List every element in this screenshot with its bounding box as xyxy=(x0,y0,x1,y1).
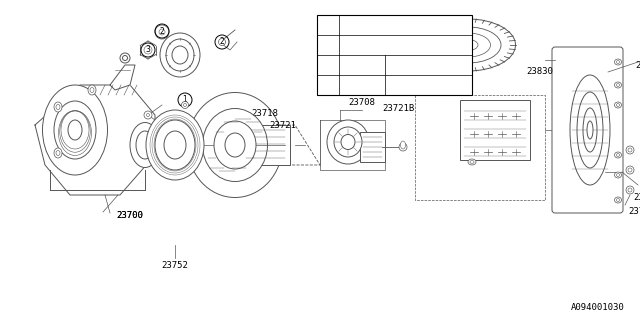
Ellipse shape xyxy=(334,127,362,157)
Text: 23727: 23727 xyxy=(633,194,640,203)
Ellipse shape xyxy=(188,92,282,197)
Text: 23759A*B: 23759A*B xyxy=(342,41,387,50)
Ellipse shape xyxy=(445,33,490,57)
Ellipse shape xyxy=(399,143,407,151)
Ellipse shape xyxy=(420,19,515,71)
Text: 23727: 23727 xyxy=(635,60,640,69)
Text: 1: 1 xyxy=(326,20,330,29)
Text: (: ( xyxy=(388,60,392,69)
Ellipse shape xyxy=(614,82,621,88)
Ellipse shape xyxy=(54,101,96,159)
Text: 23700: 23700 xyxy=(116,212,143,220)
Text: 2: 2 xyxy=(220,37,225,46)
Ellipse shape xyxy=(614,102,621,108)
Ellipse shape xyxy=(458,39,478,51)
Polygon shape xyxy=(35,85,155,195)
Ellipse shape xyxy=(164,131,186,159)
Ellipse shape xyxy=(626,146,634,154)
Ellipse shape xyxy=(577,92,603,168)
Ellipse shape xyxy=(155,25,169,39)
Text: 23815: 23815 xyxy=(558,125,585,134)
Text: 23708: 23708 xyxy=(349,98,376,107)
Text: 23745: 23745 xyxy=(342,81,371,90)
Text: 2: 2 xyxy=(159,123,164,132)
Ellipse shape xyxy=(182,101,189,108)
Text: 23797: 23797 xyxy=(628,207,640,217)
Ellipse shape xyxy=(88,85,96,95)
Polygon shape xyxy=(110,65,135,90)
FancyBboxPatch shape xyxy=(240,125,290,165)
Text: 23759A*A: 23759A*A xyxy=(342,20,387,29)
Text: 23700: 23700 xyxy=(116,211,143,220)
Text: 23712: 23712 xyxy=(431,23,458,33)
Ellipse shape xyxy=(341,134,355,149)
Ellipse shape xyxy=(468,159,476,165)
Text: A094001030: A094001030 xyxy=(572,303,625,312)
Ellipse shape xyxy=(155,120,195,170)
Text: 2: 2 xyxy=(326,41,330,50)
Ellipse shape xyxy=(614,59,621,65)
Ellipse shape xyxy=(144,111,152,119)
Ellipse shape xyxy=(614,152,621,158)
Ellipse shape xyxy=(587,121,593,139)
FancyBboxPatch shape xyxy=(317,15,472,95)
Ellipse shape xyxy=(626,186,634,194)
FancyBboxPatch shape xyxy=(460,100,530,160)
Ellipse shape xyxy=(570,75,610,185)
FancyBboxPatch shape xyxy=(360,132,385,162)
Ellipse shape xyxy=(54,102,62,112)
Ellipse shape xyxy=(614,197,621,203)
Text: -9307: -9307 xyxy=(437,60,463,69)
Ellipse shape xyxy=(202,108,268,181)
Text: 23718: 23718 xyxy=(252,108,278,117)
Ellipse shape xyxy=(166,39,194,71)
Ellipse shape xyxy=(130,123,160,167)
Ellipse shape xyxy=(54,148,62,158)
Ellipse shape xyxy=(225,133,245,157)
Text: 23721B: 23721B xyxy=(382,104,414,113)
Ellipse shape xyxy=(626,166,634,174)
Ellipse shape xyxy=(401,141,406,149)
Ellipse shape xyxy=(160,33,200,77)
Text: (9308-: (9308- xyxy=(388,81,418,90)
FancyBboxPatch shape xyxy=(552,47,623,213)
Ellipse shape xyxy=(146,110,204,180)
Ellipse shape xyxy=(583,108,597,152)
Text: 23754: 23754 xyxy=(558,140,585,149)
Text: 23830: 23830 xyxy=(527,68,554,76)
Ellipse shape xyxy=(42,85,108,175)
Ellipse shape xyxy=(327,120,369,164)
Ellipse shape xyxy=(614,172,621,178)
Text: 2: 2 xyxy=(159,27,164,36)
Ellipse shape xyxy=(172,46,188,64)
Ellipse shape xyxy=(120,53,130,63)
Ellipse shape xyxy=(218,38,225,45)
Ellipse shape xyxy=(435,27,501,63)
Text: 3: 3 xyxy=(145,45,150,54)
Ellipse shape xyxy=(122,55,127,60)
Ellipse shape xyxy=(214,121,256,169)
Text: 1: 1 xyxy=(182,95,188,105)
Text: 23752: 23752 xyxy=(161,260,188,269)
Ellipse shape xyxy=(136,131,154,159)
Text: 23755: 23755 xyxy=(342,60,371,69)
Text: 3: 3 xyxy=(326,60,330,69)
Text: 23721: 23721 xyxy=(269,121,296,130)
Ellipse shape xyxy=(68,120,82,140)
